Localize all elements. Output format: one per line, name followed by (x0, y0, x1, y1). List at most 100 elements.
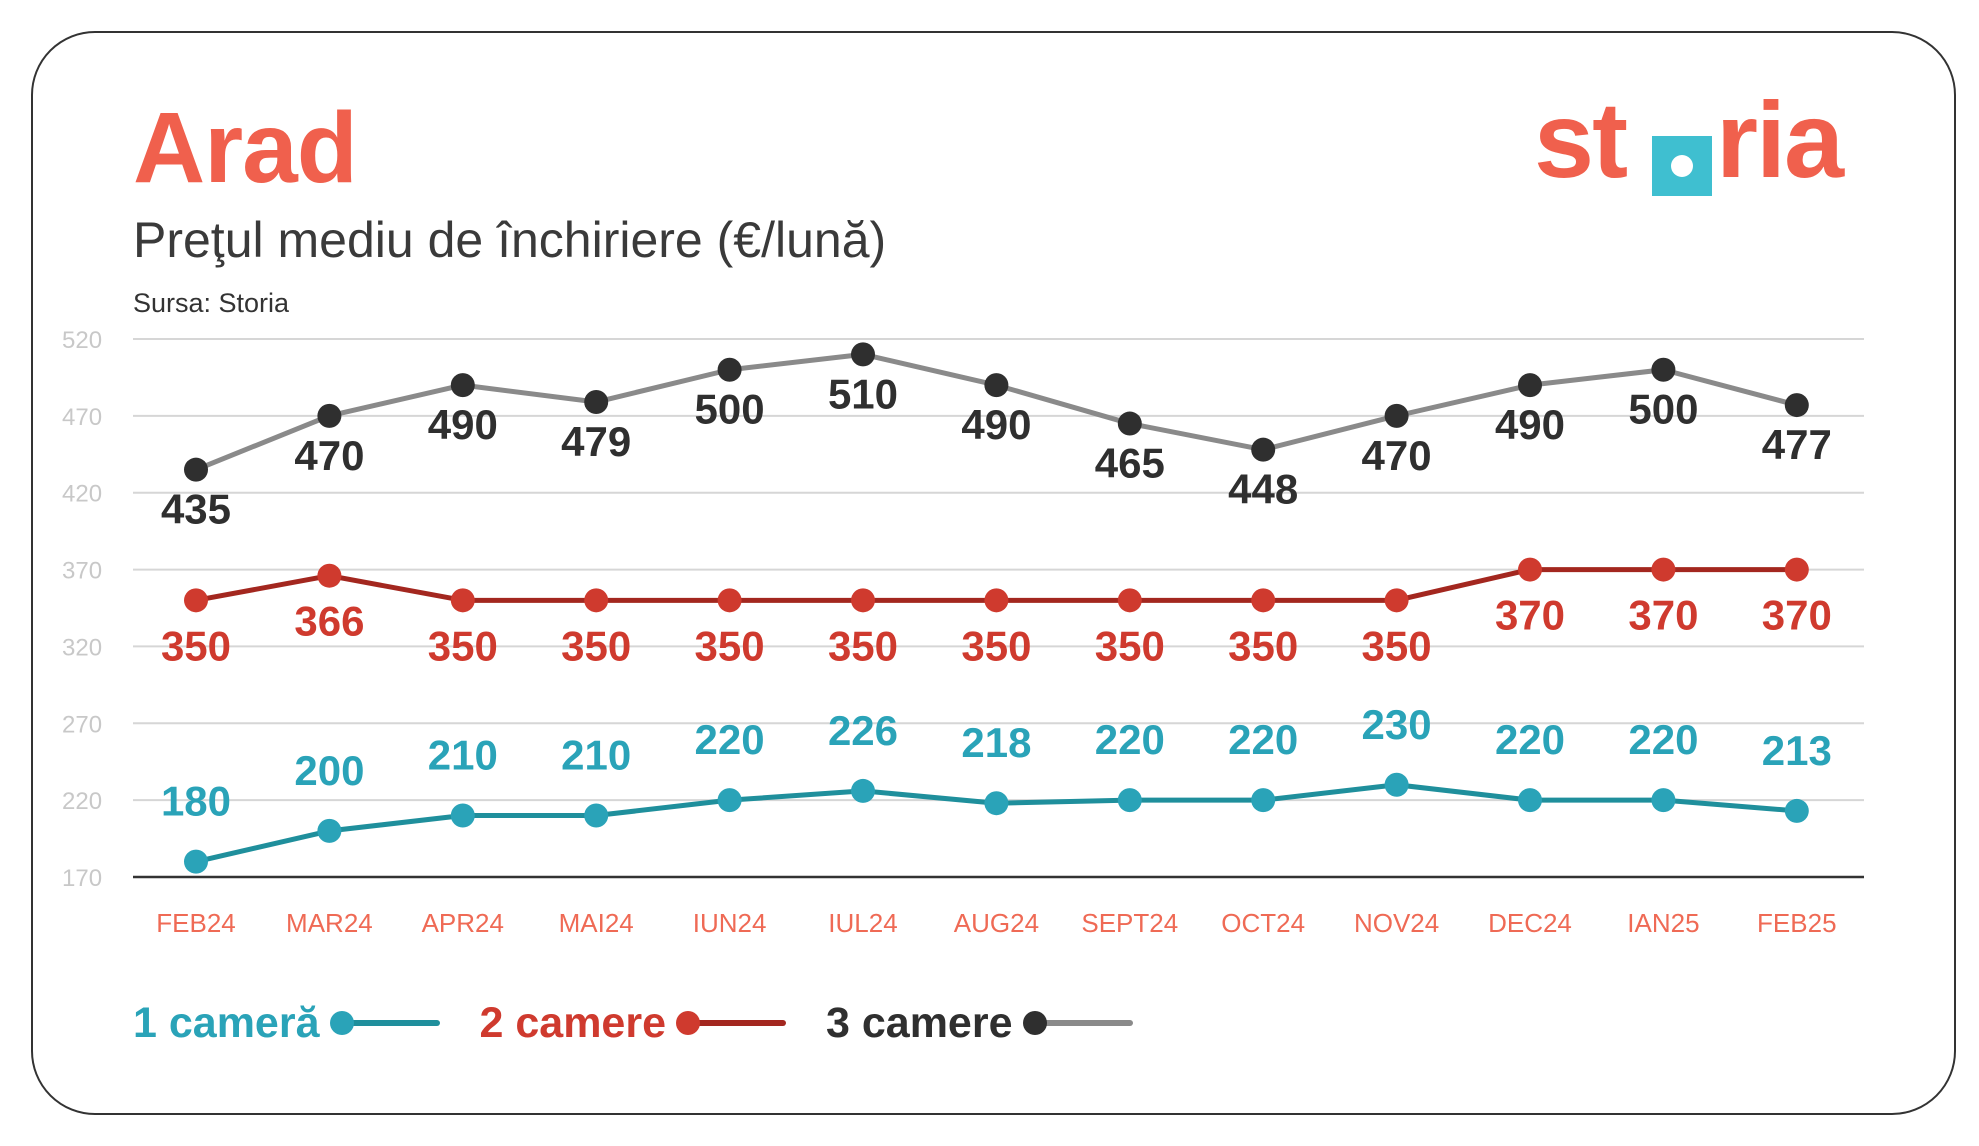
data-label: 200 (294, 747, 364, 794)
storia-logo: st ria (1534, 86, 1864, 206)
data-point (450, 803, 475, 828)
data-point (184, 588, 208, 613)
data-point (184, 457, 208, 482)
data-point (1251, 788, 1276, 813)
data-point (1784, 798, 1809, 823)
x-tick-label: MAI24 (559, 908, 634, 938)
x-tick-label: NOV24 (1354, 908, 1439, 938)
logo-square-icon (1652, 136, 1712, 196)
data-label: 220 (1228, 716, 1298, 763)
x-tick-label: APR24 (422, 908, 504, 938)
data-label: 470 (294, 432, 364, 479)
data-label: 465 (1095, 440, 1165, 487)
data-label: 350 (161, 622, 231, 669)
y-tick-label: 220 (62, 788, 102, 815)
data-label: 500 (695, 386, 765, 433)
data-point (1384, 588, 1409, 613)
data-label: 479 (561, 418, 631, 465)
x-tick-label: FEB25 (1757, 908, 1837, 938)
data-label: 226 (828, 707, 898, 754)
data-point (1117, 411, 1142, 436)
city-title: Arad (133, 92, 358, 204)
x-tick-label: IUL24 (828, 908, 897, 938)
data-label: 350 (1362, 622, 1432, 669)
legend-label: 2 camere (479, 998, 667, 1047)
chart-subtitle: Preţul mediu de închiriere (€/lună) (133, 212, 887, 268)
data-point (984, 373, 1009, 398)
data-point (717, 588, 742, 613)
y-tick-label: 320 (62, 634, 102, 661)
legend-line (341, 1020, 440, 1026)
legend-line (1034, 1020, 1133, 1026)
data-point (584, 803, 609, 828)
data-label: 220 (1495, 716, 1565, 763)
y-tick-label: 520 (62, 327, 102, 354)
data-label: 350 (695, 622, 765, 669)
data-label: 218 (961, 719, 1031, 766)
data-label: 350 (828, 622, 898, 669)
y-tick-label: 420 (62, 481, 102, 508)
data-point (1518, 788, 1542, 813)
data-point (584, 588, 609, 613)
legend-swatch (329, 1008, 440, 1038)
data-label: 370 (1628, 592, 1698, 639)
data-label: 350 (1228, 622, 1298, 669)
legend-dot (329, 1011, 354, 1035)
data-label: 350 (1095, 622, 1165, 669)
x-tick-label: IAN25 (1627, 908, 1699, 938)
legend-label: 3 camere (826, 998, 1013, 1047)
data-label: 213 (1762, 727, 1832, 774)
x-tick-label: FEB24 (156, 908, 236, 938)
data-label: 366 (294, 598, 364, 645)
chart-card (31, 31, 1956, 1115)
data-point (1251, 588, 1276, 613)
data-label: 370 (1762, 592, 1832, 639)
data-label: 210 (561, 732, 631, 779)
data-label: 210 (428, 732, 498, 779)
data-point (450, 588, 475, 613)
legend-label: 1 cameră (133, 998, 320, 1047)
data-label: 220 (1095, 716, 1165, 763)
x-tick-label: MAR24 (286, 908, 373, 938)
y-tick-label: 370 (62, 558, 102, 585)
data-label: 350 (961, 622, 1031, 669)
data-label: 220 (695, 716, 765, 763)
x-tick-label: OCT24 (1221, 908, 1305, 938)
data-point (984, 791, 1009, 816)
data-point (1651, 357, 1676, 382)
data-label: 477 (1762, 421, 1832, 468)
data-label: 230 (1362, 701, 1432, 748)
data-point (317, 818, 342, 843)
data-point (851, 588, 875, 613)
data-label: 500 (1628, 386, 1698, 433)
data-point (450, 373, 475, 398)
x-tick-label: SEPT24 (1081, 908, 1178, 938)
data-label: 180 (161, 778, 231, 825)
legend-dot (1022, 1011, 1047, 1035)
logo-part-ria: ria (1716, 79, 1844, 200)
y-tick-label: 470 (62, 404, 102, 431)
data-point (317, 403, 342, 428)
y-tick-label: 270 (62, 711, 102, 738)
source-note: Sursa: Storia (133, 288, 290, 318)
data-point (1117, 588, 1142, 613)
data-point (851, 778, 875, 803)
data-point (717, 788, 742, 813)
data-point (1251, 437, 1276, 462)
data-point (317, 563, 342, 588)
data-label: 490 (1495, 401, 1565, 448)
data-point (1651, 788, 1676, 813)
y-tick-label: 170 (62, 865, 102, 892)
data-label: 448 (1228, 466, 1298, 513)
data-point (1784, 393, 1809, 418)
data-label: 490 (428, 401, 498, 448)
data-point (584, 390, 609, 415)
data-point (1518, 557, 1542, 582)
data-point (851, 342, 875, 367)
data-point (984, 588, 1009, 613)
data-label: 510 (828, 370, 898, 417)
data-label: 350 (428, 622, 498, 669)
data-point (1784, 557, 1809, 582)
logo-part-st: st (1534, 79, 1628, 200)
